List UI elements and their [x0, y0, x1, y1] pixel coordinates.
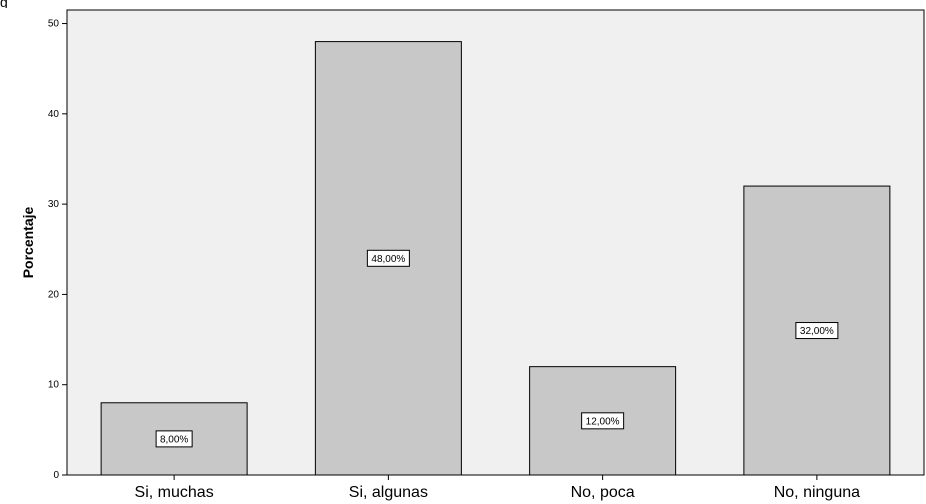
- data-label-box: [155, 430, 193, 448]
- bars: [100, 41, 891, 476]
- x-axis: Si, muchas Si, algunas No, poca No, ninguna: [135, 475, 860, 501]
- y-tick-label: 20: [48, 289, 60, 300]
- data-label: 12,00%: [586, 416, 620, 427]
- y-tick-label: 30: [48, 199, 60, 210]
- x-category-label: Si, algunas: [349, 484, 428, 501]
- y-tick-label: 40: [48, 109, 60, 120]
- data-labels: 8,00% 48,00% 12,00% 32,00%: [155, 249, 839, 448]
- data-label-box: [366, 249, 410, 267]
- y-tick-label: 50: [48, 19, 60, 30]
- data-label-box: [581, 412, 625, 430]
- y-tick-label: 10: [48, 380, 60, 391]
- x-category-label: No, ninguna: [774, 484, 860, 501]
- clipped-top-caption: g: [0, 0, 8, 8]
- data-label: 8,00%: [160, 434, 188, 445]
- y-axis: 0 10 20 30 40 50: [48, 19, 67, 481]
- x-category-label: Si, muchas: [135, 484, 214, 501]
- y-tick-label: 0: [53, 470, 59, 481]
- y-axis-title: Porcentaje: [20, 206, 36, 278]
- data-label-box: [795, 322, 839, 340]
- data-label: 32,00%: [800, 326, 834, 337]
- x-category-label: No, poca: [571, 484, 635, 501]
- data-label: 48,00%: [371, 254, 405, 265]
